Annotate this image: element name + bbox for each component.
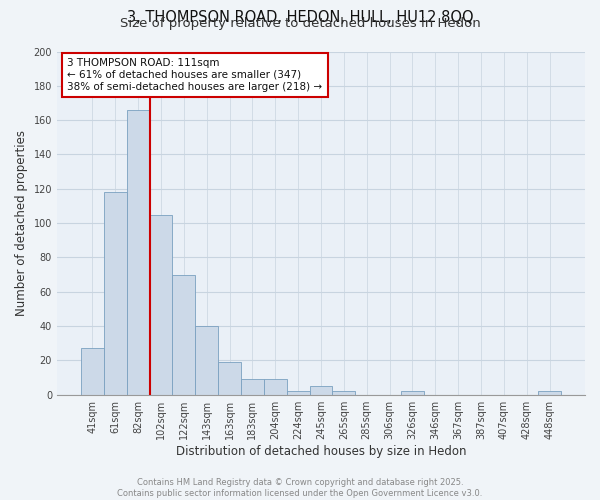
Text: Size of property relative to detached houses in Hedon: Size of property relative to detached ho… <box>119 18 481 30</box>
Bar <box>172 274 195 394</box>
Bar <box>127 110 149 395</box>
Text: Contains HM Land Registry data © Crown copyright and database right 2025.
Contai: Contains HM Land Registry data © Crown c… <box>118 478 482 498</box>
X-axis label: Distribution of detached houses by size in Hedon: Distribution of detached houses by size … <box>176 444 466 458</box>
Y-axis label: Number of detached properties: Number of detached properties <box>15 130 28 316</box>
Bar <box>195 326 218 394</box>
Bar <box>104 192 127 394</box>
Text: 3 THOMPSON ROAD: 111sqm
← 61% of detached houses are smaller (347)
38% of semi-d: 3 THOMPSON ROAD: 111sqm ← 61% of detache… <box>67 58 323 92</box>
Bar <box>310 386 332 394</box>
Bar <box>241 380 264 394</box>
Bar <box>332 392 355 394</box>
Text: 3, THOMPSON ROAD, HEDON, HULL, HU12 8QQ: 3, THOMPSON ROAD, HEDON, HULL, HU12 8QQ <box>127 10 473 25</box>
Bar <box>81 348 104 395</box>
Bar <box>401 392 424 394</box>
Bar <box>149 214 172 394</box>
Bar <box>218 362 241 394</box>
Bar <box>264 380 287 394</box>
Bar <box>538 392 561 394</box>
Bar <box>287 392 310 394</box>
